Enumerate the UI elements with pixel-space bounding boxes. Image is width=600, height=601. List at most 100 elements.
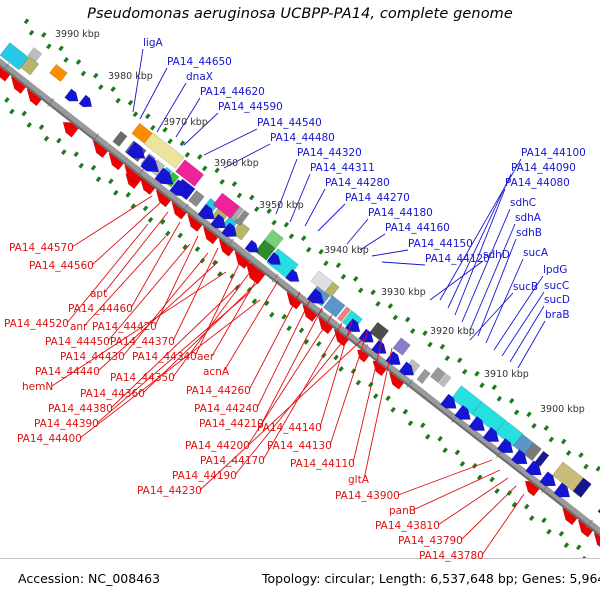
gene-arrow-forward[interactable] — [221, 222, 241, 242]
reverse-gene-label[interactable]: PA14_44520 — [4, 318, 69, 330]
reverse-gene-label[interactable]: PA14_44430 — [60, 351, 125, 363]
reverse-gene-label[interactable]: anr — [70, 321, 88, 333]
reverse-gene-label[interactable]: PA14_43900 — [335, 490, 400, 502]
forward-gene-label[interactable]: ligA — [143, 37, 163, 49]
reverse-gene-label[interactable]: acnA — [203, 366, 230, 378]
reverse-gene-label[interactable]: PA14_44450 — [45, 336, 110, 348]
gene-arrow-forward[interactable] — [398, 361, 417, 380]
reverse-gene-label[interactable]: PA14_44400 — [17, 433, 82, 445]
gene-arrow-forward[interactable] — [210, 213, 229, 233]
gene-box[interactable] — [264, 229, 284, 249]
gene-box[interactable] — [188, 190, 205, 208]
gene-arrow-forward[interactable] — [496, 438, 517, 457]
reverse-gene-label[interactable]: PA14_44230 — [137, 485, 202, 497]
gene-box[interactable] — [27, 47, 43, 62]
gene-arrow-forward[interactable] — [454, 404, 475, 424]
gene-arrow-forward[interactable] — [525, 460, 546, 480]
gene-box[interactable] — [324, 281, 340, 298]
forward-gene-label[interactable]: PA14_44120 — [425, 253, 490, 265]
gene-arrow-forward[interactable] — [244, 239, 262, 257]
reverse-gene-label[interactable]: PA14_43780 — [419, 550, 484, 562]
gene-arrow-forward[interactable] — [78, 94, 95, 111]
reverse-gene-label[interactable]: PA14_44420 — [92, 321, 157, 333]
reverse-gene-label[interactable]: aer — [197, 351, 215, 363]
forward-gene-label[interactable]: PA14_44270 — [345, 192, 410, 204]
reverse-gene-label[interactable]: PA14_44110 — [290, 458, 355, 470]
gene-arrow-forward[interactable] — [197, 203, 219, 224]
reverse-gene-label[interactable]: PA14_44560 — [29, 260, 94, 272]
gene-box[interactable] — [212, 192, 240, 219]
forward-gene-label[interactable]: PA14_44100 — [521, 147, 586, 159]
reverse-gene-label[interactable]: hemN — [22, 381, 54, 393]
forward-gene-label[interactable]: sdhC — [510, 197, 537, 209]
gene-arrow-forward[interactable] — [344, 318, 363, 336]
forward-gene-label[interactable]: sdhD — [483, 249, 510, 261]
forward-gene-label[interactable]: PA14_44090 — [511, 162, 576, 174]
gene-arrow-forward[interactable] — [468, 415, 489, 435]
gene-box[interactable] — [471, 401, 506, 434]
gene-box[interactable] — [416, 368, 431, 384]
reverse-gene-label[interactable]: PA14_44190 — [172, 470, 237, 482]
gene-arrow-forward[interactable] — [306, 288, 328, 308]
reverse-gene-label[interactable]: PA14_44140 — [257, 422, 322, 434]
gene-arrow-reverse[interactable] — [589, 527, 600, 550]
gene-box[interactable] — [392, 337, 411, 356]
gene-box[interactable] — [337, 306, 351, 322]
forward-gene-label[interactable]: sucA — [523, 247, 549, 259]
forward-gene-label[interactable]: braB — [545, 309, 570, 321]
forward-gene-label[interactable]: sucB — [513, 281, 539, 293]
gene-box[interactable] — [323, 295, 346, 318]
reverse-gene-label[interactable]: panB — [389, 505, 416, 517]
reverse-gene-label[interactable]: PA14_44200 — [185, 440, 250, 452]
reverse-gene-label[interactable]: apt — [90, 288, 108, 300]
genome-backbone[interactable] — [0, 54, 600, 541]
reverse-gene-label[interactable]: PA14_44440 — [35, 366, 100, 378]
forward-gene-label[interactable]: PA14_44480 — [270, 132, 335, 144]
forward-gene-label[interactable]: sdhB — [516, 227, 542, 239]
forward-gene-label[interactable]: sucC — [544, 280, 570, 292]
gene-box[interactable] — [20, 56, 40, 76]
gene-arrow-forward[interactable] — [511, 449, 531, 468]
gene-box[interactable] — [524, 442, 542, 461]
gene-arrow-forward[interactable] — [553, 482, 574, 502]
reverse-gene-label[interactable]: PA14_44170 — [200, 455, 265, 467]
reverse-gene-label[interactable]: PA14_43810 — [375, 520, 440, 532]
gene-box[interactable] — [438, 373, 452, 388]
gene-box[interactable] — [430, 366, 446, 384]
gene-box[interactable] — [234, 209, 250, 226]
gene-arrow-forward[interactable] — [371, 339, 389, 358]
gene-box[interactable] — [369, 321, 389, 342]
reverse-gene-label[interactable]: PA14_44380 — [48, 403, 113, 415]
forward-gene-label[interactable]: PA14_44311 — [310, 162, 375, 174]
reverse-gene-label[interactable]: PA14_44210 — [199, 418, 264, 430]
forward-gene-label[interactable]: PA14_44160 — [385, 222, 450, 234]
gene-box[interactable] — [230, 206, 244, 222]
reverse-gene-label[interactable]: PA14_44240 — [194, 403, 259, 415]
forward-gene-label[interactable]: PA14_44280 — [325, 177, 390, 189]
gene-box[interactable] — [310, 270, 334, 293]
reverse-gene-label[interactable]: PA14_44460 — [68, 303, 133, 315]
gene-arrow-forward[interactable] — [169, 179, 193, 201]
forward-gene-label[interactable]: sucD — [544, 294, 570, 306]
reverse-gene-label[interactable]: PA14_43790 — [398, 535, 463, 547]
gene-box[interactable] — [451, 385, 483, 415]
reverse-gene-label[interactable]: gltA — [348, 474, 369, 486]
reverse-gene-label[interactable]: PA14_44130 — [267, 440, 332, 452]
reverse-gene-label[interactable]: PA14_44340 — [132, 351, 197, 363]
forward-gene-label[interactable]: PA14_44180 — [368, 207, 433, 219]
forward-gene-label[interactable]: PA14_44590 — [218, 101, 283, 113]
reverse-gene-label[interactable]: PA14_44370 — [110, 336, 175, 348]
gene-box[interactable] — [49, 64, 68, 82]
forward-gene-label[interactable]: PA14_44650 — [167, 56, 232, 68]
gene-arrow-forward[interactable] — [539, 471, 560, 491]
gene-arrow-forward[interactable] — [266, 251, 284, 269]
forward-gene-label[interactable]: lpdG — [543, 264, 568, 276]
reverse-gene-label[interactable]: PA14_44350 — [110, 372, 175, 384]
forward-gene-label[interactable]: PA14_44080 — [505, 177, 570, 189]
gene-box[interactable] — [112, 131, 128, 147]
gene-box[interactable] — [0, 42, 30, 71]
forward-gene-label[interactable]: PA14_44150 — [408, 238, 473, 250]
forward-gene-label[interactable]: dnaX — [186, 71, 213, 83]
gene-arrow-forward[interactable] — [285, 268, 302, 286]
